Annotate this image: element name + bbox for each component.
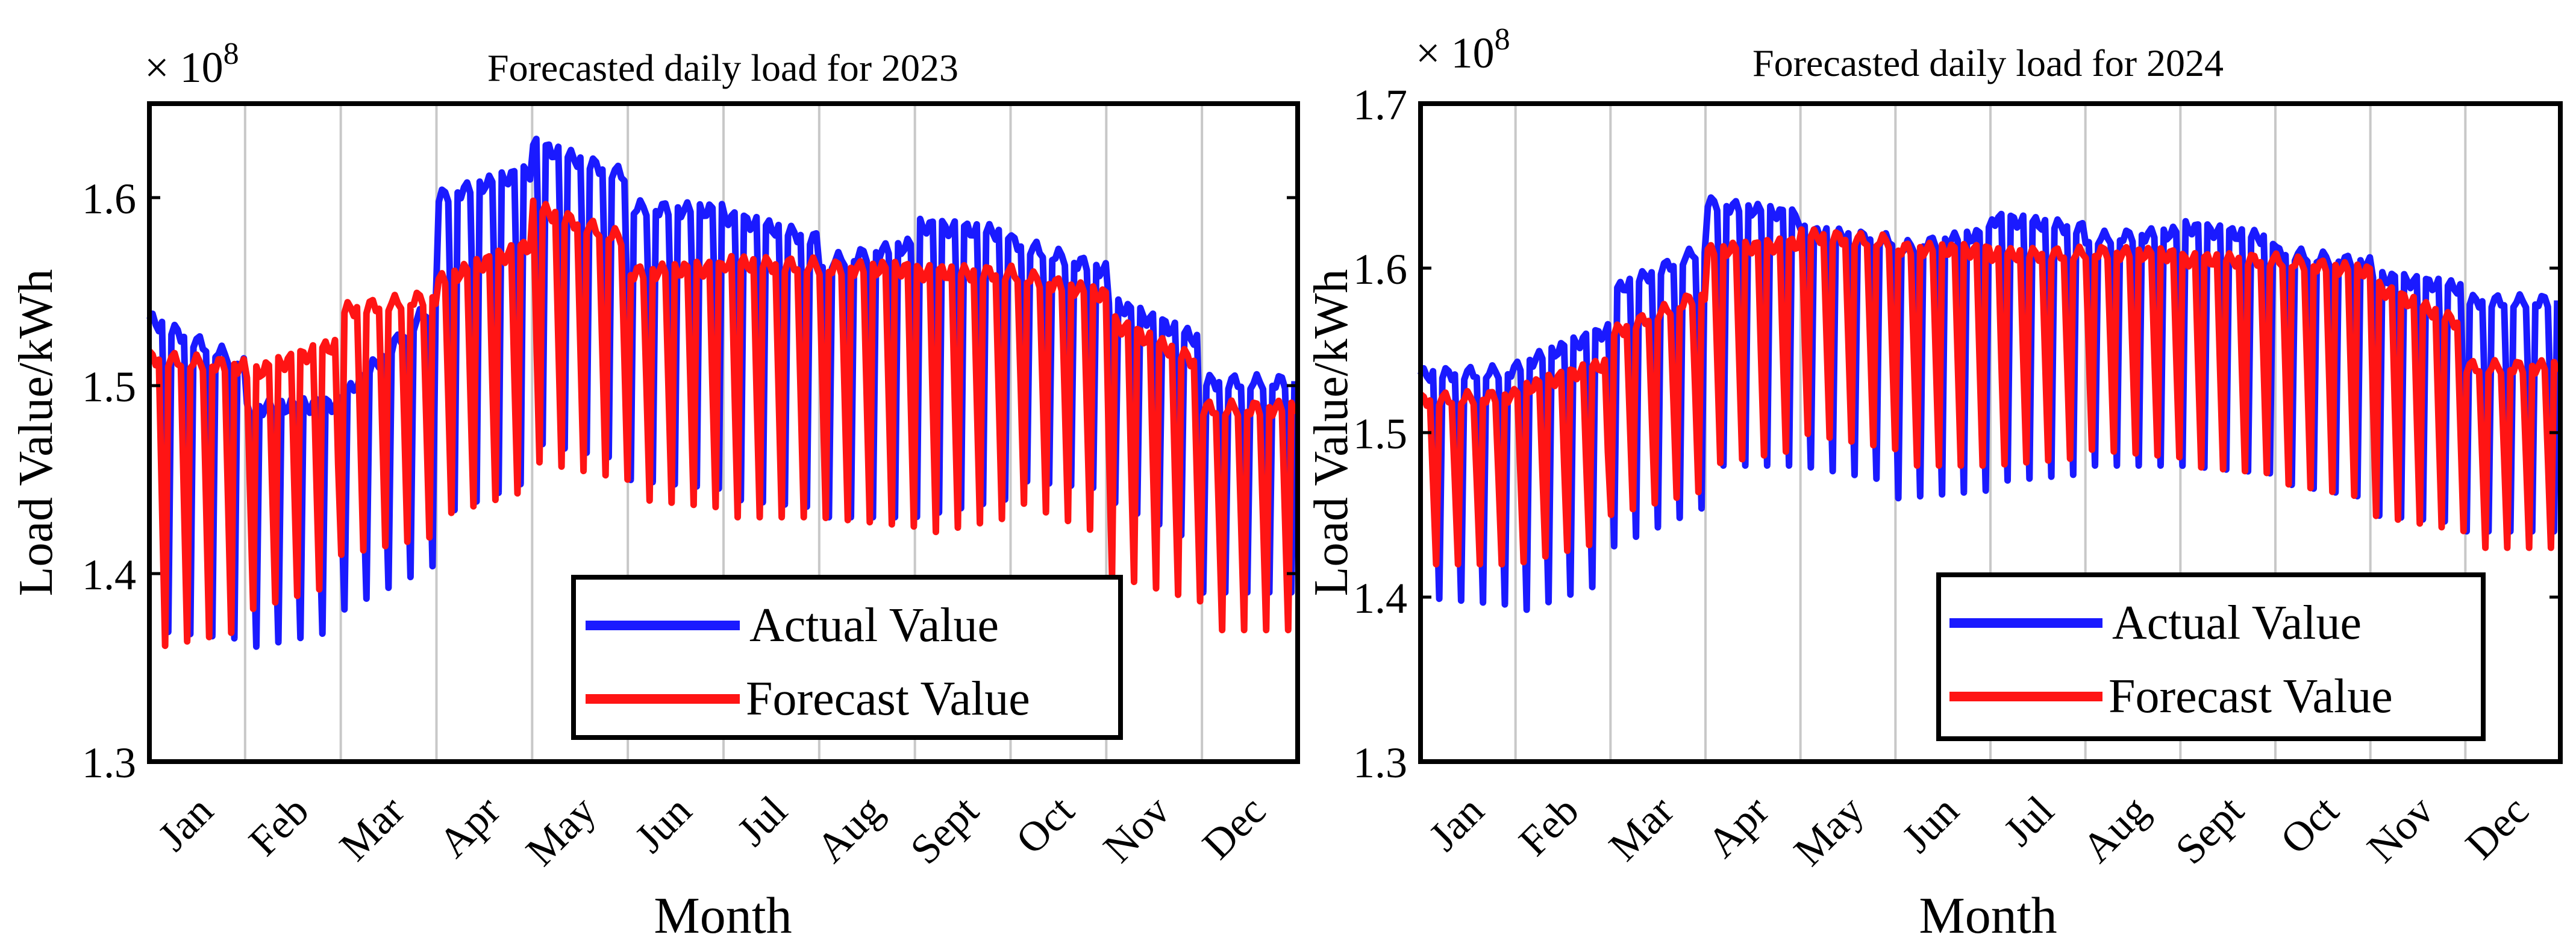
y-tick-label: 1.4	[1353, 574, 1407, 622]
x-tick-label: Feb	[1510, 788, 1588, 865]
x-tick-label: Nov	[2359, 788, 2443, 872]
y-multiplier: × 108	[1416, 22, 1510, 77]
x-tick-label: Dec	[1194, 788, 1275, 868]
y-tick-label: 1.7	[1353, 81, 1407, 129]
y-tick-label: 1.4	[82, 551, 136, 599]
series-lines	[1418, 194, 2561, 613]
legend: Actual Value Forecast Value	[571, 575, 1123, 740]
x-tick-label: Dec	[2457, 788, 2537, 868]
y-tick-label: 1.3	[1353, 739, 1407, 787]
y-ticks: 1.3 1.4 1.5 1.6	[82, 175, 1298, 787]
x-tick-label: Sept	[2167, 787, 2253, 873]
legend-box	[571, 575, 1123, 740]
series-line-forecast	[1418, 226, 2561, 568]
chart-title: Forecasted daily load for 2023	[487, 46, 958, 89]
legend-label-actual: Actual Value	[2112, 597, 2362, 650]
legend-box	[1936, 572, 2486, 741]
legend: Actual Value Forecast Value	[1936, 572, 2486, 741]
x-tick-label: May	[517, 788, 605, 875]
legend-label-forecast: Forecast Value	[746, 672, 1030, 725]
x-tick-label: Mar	[1601, 788, 1683, 870]
legend-label-actual: Actual Value	[749, 599, 999, 652]
y-ticks: 1.3 1.4 1.5 1.6 1.7	[1353, 81, 2560, 787]
y-tick-label: 1.3	[82, 739, 136, 787]
x-axis-label: Month	[1919, 886, 2057, 944]
x-tick-label: Jun	[1893, 788, 1968, 862]
plot-frame	[147, 101, 1300, 764]
x-tick-label: May	[1786, 788, 1873, 875]
legend-label-forecast: Forecast Value	[2109, 670, 2393, 723]
x-tick-label: Jul	[729, 788, 796, 855]
series-lines	[146, 136, 1298, 650]
x-tick-label: Feb	[240, 788, 318, 865]
x-tick-label: Oct	[2272, 787, 2348, 863]
x-tick-label: Oct	[1007, 787, 1083, 863]
y-axis-label: Load Value/kWh	[1305, 269, 1358, 597]
chart-2023: 1.3 1.4 1.5 1.6 Jan Feb Mar Apr May Jun Jul Aug Sep…	[10, 37, 1300, 944]
y-tick-label: 1.5	[1353, 410, 1407, 458]
chart-2024: 1.3 1.4 1.5 1.6 1.7 Jan Feb Mar Apr May Jun Jul Aug…	[1305, 22, 2563, 944]
y-multiplier: × 108	[145, 37, 239, 92]
x-ticks: Jan Feb Mar Apr May Jun Jul Aug Sept Oct Nov Dec	[1421, 787, 2538, 875]
x-tick-label: Jan	[149, 788, 222, 860]
y-tick-label: 1.5	[82, 363, 136, 411]
x-tick-label: Aug	[808, 788, 892, 872]
x-tick-label: Sept	[902, 787, 988, 873]
x-tick-label: Apr	[430, 788, 509, 866]
y-tick-label: 1.6	[82, 175, 136, 223]
x-tick-label: Jan	[1421, 788, 1493, 860]
x-axis-label: Month	[654, 886, 792, 944]
x-tick-label: Jul	[1995, 788, 2063, 855]
x-ticks: Jan Feb Mar Apr May Jun Jul Aug Sept Oct Nov Dec	[149, 787, 1275, 875]
x-tick-label: Nov	[1095, 788, 1179, 872]
x-tick-label: Mar	[331, 788, 413, 870]
y-tick-label: 1.6	[1353, 245, 1407, 293]
series-line-forecast	[146, 197, 1298, 650]
chart-title: Forecasted daily load for 2024	[1752, 42, 2224, 84]
x-tick-label: Aug	[2074, 788, 2158, 872]
x-tick-label: Jun	[627, 788, 701, 862]
x-tick-label: Apr	[1699, 788, 1778, 866]
y-axis-label: Load Value/kWh	[10, 269, 63, 597]
